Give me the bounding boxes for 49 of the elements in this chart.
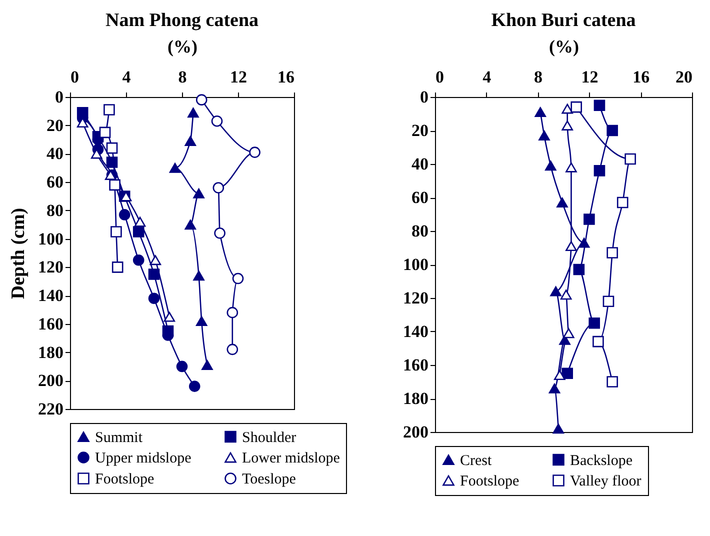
x-axis-title: (%) — [549, 36, 579, 56]
y-tick-label: 200 — [38, 371, 64, 390]
x-tick-label: 0 — [70, 68, 79, 86]
y-tick-label: 160 — [38, 314, 64, 334]
y-tick-label: 60 — [46, 172, 64, 192]
legend-label: Valley floor — [570, 474, 642, 490]
legend-label: Toeslope — [242, 472, 296, 488]
y-tick-label: 120 — [403, 288, 428, 308]
y-tick-label: 40 — [46, 144, 64, 164]
y-tick-label: 140 — [38, 286, 64, 306]
y-tick-label: 100 — [38, 229, 64, 248]
legend-label: Upper midslope — [95, 450, 192, 466]
chart-title: Nam Phong catena — [105, 10, 260, 31]
x-tick-label: 4 — [482, 68, 492, 86]
y-tick-label: 140 — [403, 322, 428, 341]
legend-label: Summit — [95, 430, 144, 446]
y-tick-label: 100 — [403, 255, 428, 274]
legend-label: Footslope — [460, 474, 520, 490]
y-tick-label: 120 — [38, 258, 64, 277]
y-tick-label: 180 — [403, 389, 428, 408]
y-tick-label: 80 — [412, 222, 428, 240]
y-tick-label: 20 — [46, 116, 64, 135]
y-axis-title: Depth (cm) — [8, 208, 29, 300]
legend-label: Footslope — [95, 472, 155, 488]
y-tick-label: 220 — [38, 400, 64, 418]
x-tick-label: 8 — [534, 68, 543, 86]
y-tick-label: 80 — [46, 200, 64, 220]
y-tick-label: 200 — [403, 422, 428, 442]
y-tick-label: 60 — [412, 188, 428, 207]
x-axis-title: (%) — [168, 36, 198, 56]
y-tick-label: 180 — [38, 342, 64, 362]
legend-label: Lower midslope — [242, 450, 340, 466]
y-tick-label: 20 — [412, 121, 428, 140]
x-tick-label: 8 — [178, 68, 187, 86]
x-tick-label: 0 — [436, 68, 444, 86]
legend-label: Backslope — [570, 452, 633, 469]
legend-label: Crest — [460, 452, 492, 469]
x-tick-label: 4 — [122, 68, 132, 86]
y-tick-label: 160 — [403, 356, 428, 374]
legend-label: Shoulder — [242, 430, 296, 446]
y-tick-label: 0 — [55, 88, 64, 106]
y-tick-label: 40 — [412, 154, 428, 174]
x-tick-label: 12 — [230, 68, 247, 86]
x-tick-label: 16 — [632, 68, 650, 86]
y-tick-label: 0 — [420, 88, 428, 106]
x-tick-label: 12 — [581, 68, 598, 86]
chart-title: Khon Buri catena — [491, 10, 636, 31]
x-tick-label: 16 — [278, 68, 294, 86]
x-tick-label: 20 — [676, 68, 692, 86]
